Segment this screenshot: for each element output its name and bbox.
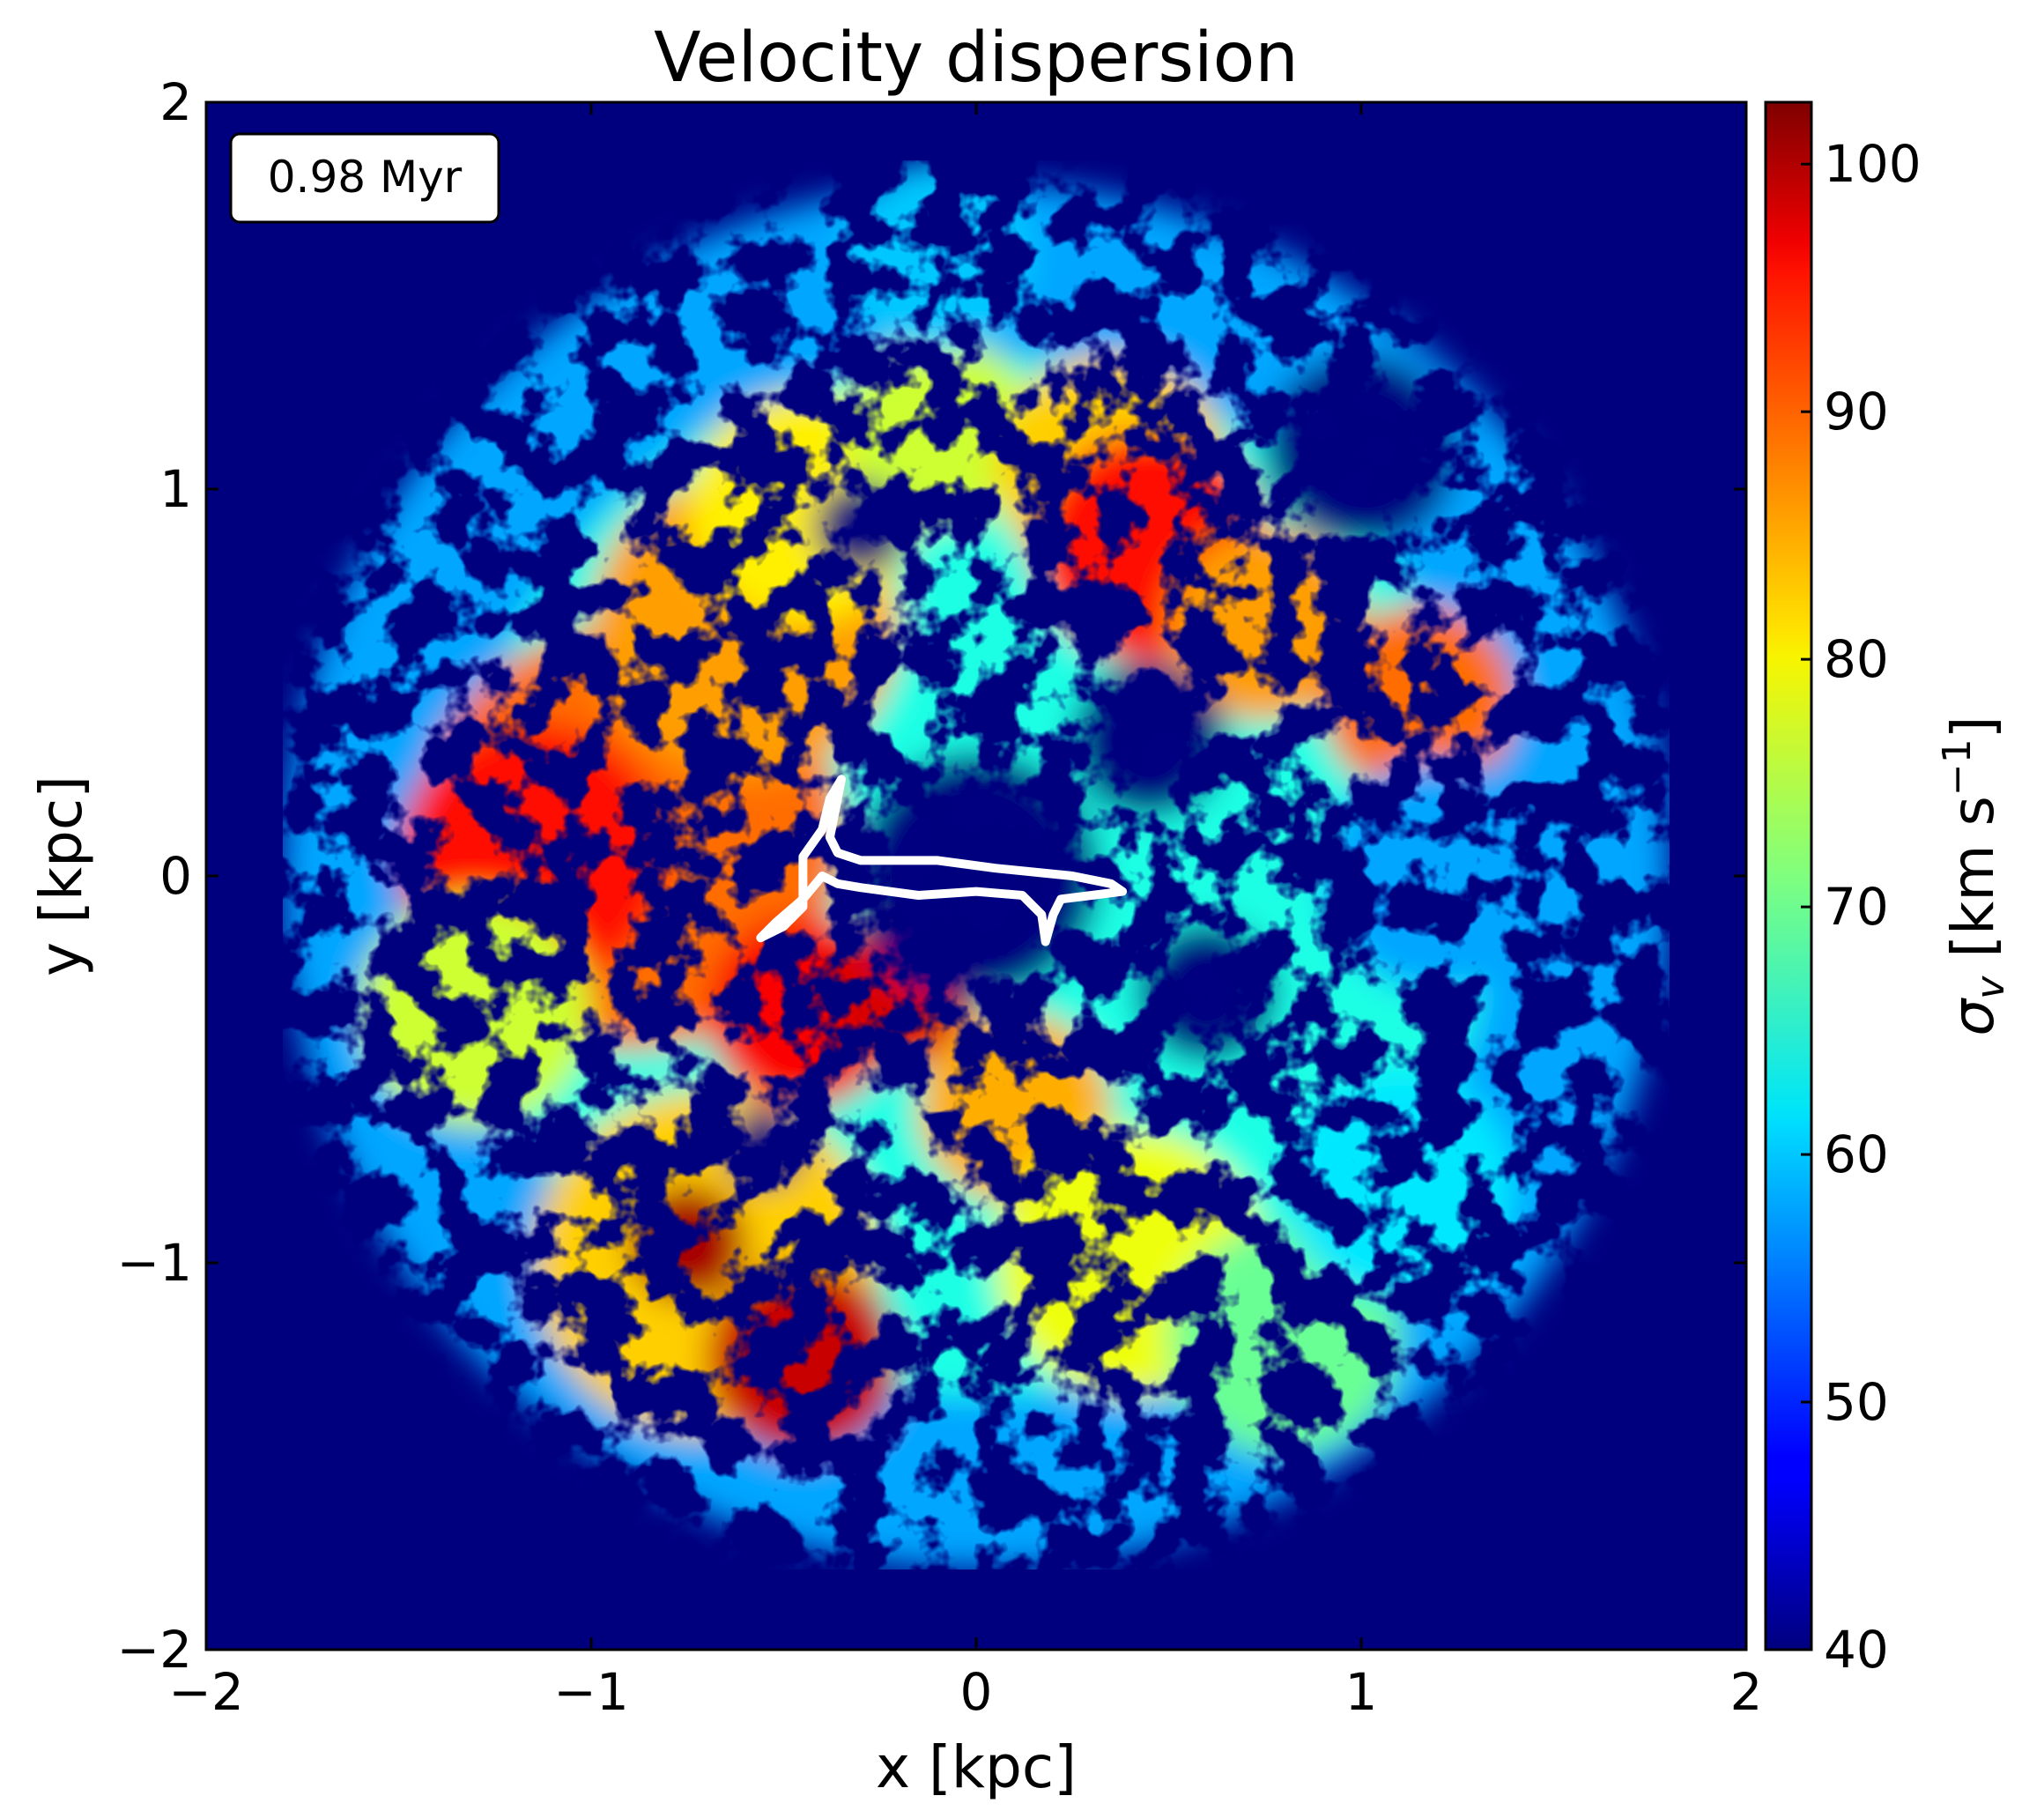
colorbar-label-subscript: v <box>1968 976 2013 999</box>
y-tick-label: −1 <box>117 1233 193 1293</box>
x-tick-label: 2 <box>1730 1662 1763 1722</box>
heatmap-region-6 <box>841 334 1034 528</box>
heatmap-region-21 <box>1322 760 1554 992</box>
colorbar-label-symbol: σ <box>1939 998 2007 1036</box>
heatmap-region-20 <box>1284 1070 1515 1302</box>
time-badge-label: 0.98 Myr <box>268 152 463 203</box>
colorbar-tick-label: 70 <box>1824 877 1889 937</box>
heatmap-region-25 <box>814 481 907 575</box>
y-axis-label: y [kpc] <box>27 775 95 976</box>
heatmap-region-27 <box>725 1108 804 1186</box>
colorbar-tick-label: 80 <box>1824 629 1889 689</box>
colorbar-gradient <box>1766 102 1811 1650</box>
colorbar: 40 50 60 70 80 90 100 σv [km s−1] <box>1764 100 2013 1680</box>
x-axis: −2 −1 0 1 2 <box>168 102 1762 1722</box>
y-tick-label: 1 <box>159 459 192 519</box>
y-tick-label: 2 <box>159 72 192 132</box>
x-axis-label: x [kpc] <box>876 1733 1077 1801</box>
heatmap-region-14 <box>629 1185 745 1302</box>
colorbar-label-unit: [km s <box>1939 796 2007 976</box>
contour-line <box>756 775 1128 946</box>
x-tick-label: −2 <box>168 1662 244 1722</box>
colorbar-tick-label: 50 <box>1824 1372 1889 1432</box>
colorbar-tick-label: 40 <box>1824 1620 1889 1680</box>
colorbar-tick-label: 90 <box>1824 382 1889 442</box>
colorbar-label-superscript: −1 <box>1935 738 1980 796</box>
heatmap-region-26 <box>1137 923 1277 1062</box>
heatmap-region-28 <box>1264 353 1458 547</box>
colorbar-tick-label: 60 <box>1824 1124 1889 1184</box>
heatmap-region-13 <box>707 1263 900 1456</box>
chart-title: Velocity dispersion <box>654 19 1299 98</box>
heatmap-region-11 <box>359 895 591 1127</box>
heatmap-region-23 <box>853 753 1100 999</box>
colorbar-label-close: ] <box>1939 716 2007 738</box>
x-tick-label: −1 <box>553 1662 629 1722</box>
y-tick-label: 0 <box>159 846 192 906</box>
x-tick-label: 0 <box>960 1662 993 1722</box>
heatmap-region-24 <box>1072 663 1227 818</box>
heatmap-region-9 <box>1168 528 1361 721</box>
y-axis: −2 −1 0 1 2 <box>117 72 1746 1680</box>
plot-area <box>206 102 1746 1650</box>
heatmap-regions <box>283 160 1670 1569</box>
colorbar-ticks: 40 50 60 70 80 90 100 <box>1801 134 1922 1680</box>
heatmap-region-10 <box>1322 605 1515 798</box>
colorbar-tick-label: 100 <box>1824 134 1922 194</box>
y-tick-label: −2 <box>117 1620 193 1680</box>
x-tick-label: 1 <box>1345 1662 1378 1722</box>
time-badge: 0.98 Myr <box>229 132 500 224</box>
colorbar-label: σv [km s−1] <box>1935 716 2013 1035</box>
heatmap-region-22 <box>841 160 1034 353</box>
